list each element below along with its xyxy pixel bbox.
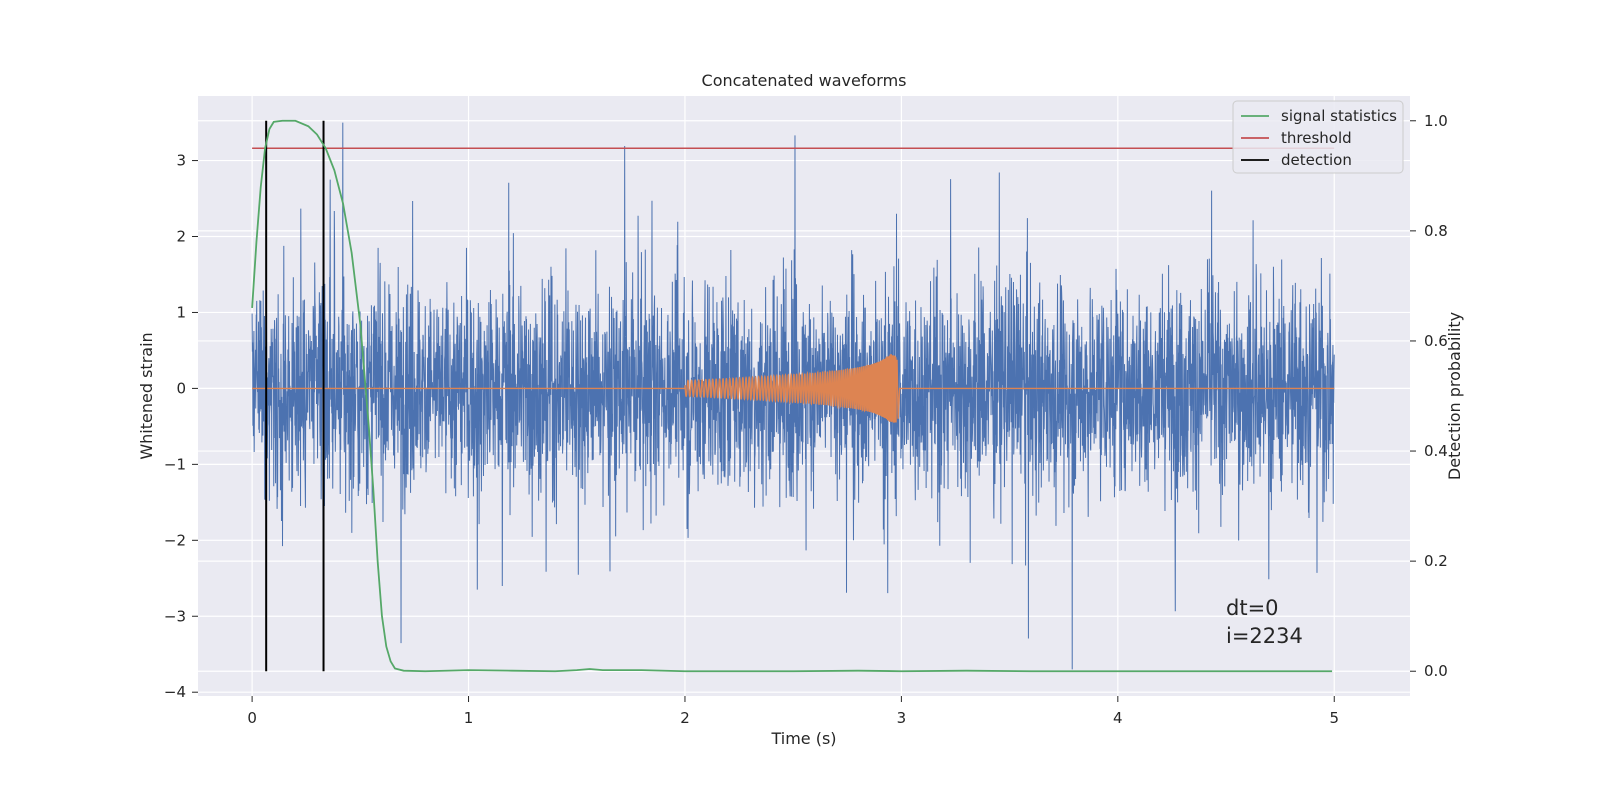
x-tick-label-1: 1 (464, 709, 474, 727)
y-tick-label-0: −4 (164, 683, 186, 701)
legend: signal statistics threshold detection (1232, 100, 1404, 174)
y-tick-label-1: −3 (164, 607, 186, 625)
y-tick-label-3: −1 (164, 455, 186, 473)
legend-label-signal-statistics: signal statistics (1281, 107, 1397, 125)
y2-tick-label-4: 0.8 (1424, 222, 1448, 240)
legend-box (1232, 100, 1404, 174)
x-tick-label-3: 3 (897, 709, 907, 727)
y2-tick-label-2: 0.4 (1424, 442, 1448, 460)
x-axis-label: Time (s) (770, 729, 836, 748)
y2-tick-label-3: 0.6 (1424, 332, 1448, 350)
injection-series-line (252, 354, 1335, 423)
y-tick-label-5: 1 (176, 303, 186, 321)
signal-statistics-line (251, 119, 1333, 673)
legend-label-threshold: threshold (1281, 129, 1352, 147)
annotation-index: i=2234 (1226, 624, 1303, 648)
y-tick-label-7: 3 (176, 152, 186, 170)
y2-tick-label-5: 1.0 (1424, 112, 1448, 130)
strain-series-line (251, 122, 1335, 670)
legend-label-detection: detection (1281, 151, 1352, 169)
x-tick-label-4: 4 (1113, 709, 1123, 727)
x-tick-label-0: 0 (247, 709, 257, 727)
left-axis-ticks: −4 −3 −2 −1 0 1 2 3 (164, 152, 198, 701)
y-tick-label-4: 0 (176, 379, 186, 397)
x-tick-label-2: 2 (680, 709, 690, 727)
detection-lines (265, 120, 325, 672)
y-tick-label-6: 2 (176, 228, 186, 246)
y-tick-label-2: −2 (164, 531, 186, 549)
chart-title: Concatenated waveforms (702, 71, 907, 90)
x-tick-label-5: 5 (1329, 709, 1339, 727)
right-axis-ticks: 0.0 0.2 0.4 0.6 0.8 1.0 (1410, 112, 1448, 680)
right-y-axis-label: Detection probability (1445, 312, 1464, 480)
y2-tick-label-1: 0.2 (1424, 552, 1448, 570)
y-axis-label: Whitened strain (137, 332, 156, 459)
data-layer (251, 119, 1335, 673)
x-axis-ticks: 0 1 2 3 4 5 (247, 696, 1339, 727)
annotation-dt: dt=0 (1226, 596, 1279, 620)
y2-tick-label-0: 0.0 (1424, 662, 1448, 680)
